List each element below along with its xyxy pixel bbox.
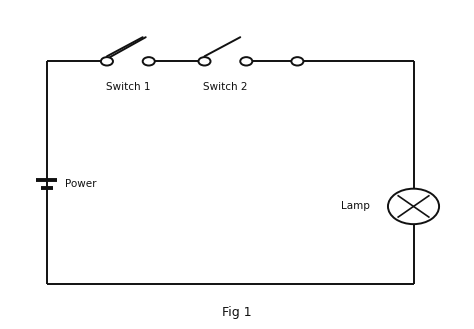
Text: Power: Power <box>65 179 97 189</box>
Text: Switch 2: Switch 2 <box>203 82 247 92</box>
Text: Fig 1: Fig 1 <box>222 306 252 319</box>
Text: Lamp: Lamp <box>340 201 369 212</box>
Text: Switch 1: Switch 1 <box>106 82 150 92</box>
